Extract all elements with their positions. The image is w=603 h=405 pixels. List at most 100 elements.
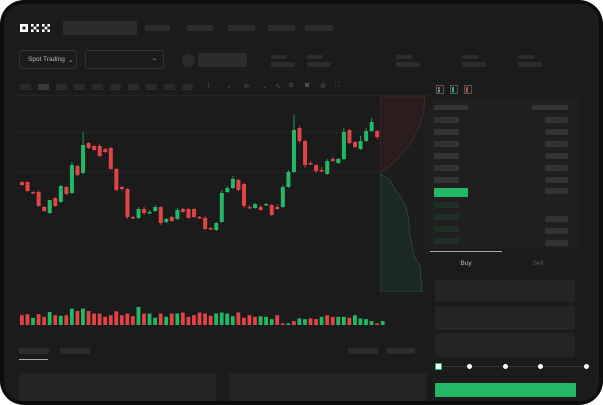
bid-row[interactable] bbox=[434, 238, 459, 244]
volume-bar bbox=[225, 313, 230, 325]
ask-row[interactable] bbox=[545, 165, 568, 171]
candle bbox=[119, 187, 124, 189]
candle bbox=[291, 130, 296, 172]
orderbook-header-price bbox=[434, 105, 468, 110]
candle bbox=[341, 132, 346, 159]
pair-dropdown[interactable]: ⌄ bbox=[85, 50, 164, 69]
slider-step[interactable] bbox=[538, 364, 543, 369]
ask-row[interactable] bbox=[545, 153, 568, 159]
timeframe-button[interactable] bbox=[146, 84, 157, 90]
okx-logo[interactable] bbox=[20, 23, 56, 34]
chevron-down-icon[interactable]: ⌄ bbox=[262, 83, 268, 90]
volume-bar bbox=[114, 311, 119, 325]
ask-row[interactable] bbox=[434, 141, 459, 147]
volume-bar bbox=[253, 316, 257, 325]
candle bbox=[192, 209, 197, 217]
ask-row[interactable] bbox=[434, 177, 459, 183]
nav-item[interactable] bbox=[187, 25, 213, 31]
slider-step[interactable] bbox=[503, 364, 508, 369]
candle bbox=[364, 131, 369, 141]
candle bbox=[25, 182, 30, 191]
ask-row[interactable] bbox=[545, 141, 568, 147]
candle bbox=[47, 200, 52, 213]
nav-item[interactable] bbox=[145, 25, 170, 31]
chevron-down-icon[interactable]: ⌄ bbox=[226, 83, 232, 90]
ask-row[interactable] bbox=[545, 188, 568, 194]
candle bbox=[164, 219, 169, 222]
indicator-icon[interactable]: ⊳ bbox=[244, 83, 250, 90]
tab-sell[interactable]: Sell bbox=[532, 260, 544, 267]
volume-bar bbox=[353, 315, 357, 325]
more-button[interactable] bbox=[387, 348, 415, 354]
ask-row[interactable] bbox=[545, 129, 568, 135]
amount-input[interactable] bbox=[435, 306, 575, 330]
candle bbox=[236, 180, 241, 190]
bid-depth-area bbox=[380, 173, 423, 292]
line-tool-icon[interactable]: ∿ bbox=[275, 83, 281, 90]
ask-row[interactable] bbox=[434, 153, 459, 159]
orderbook-asks-icon[interactable] bbox=[464, 85, 472, 94]
candle bbox=[203, 218, 208, 229]
ask-row[interactable] bbox=[545, 117, 568, 123]
chart-type-icon[interactable]: ⌇ bbox=[207, 83, 211, 90]
candle bbox=[142, 209, 147, 213]
volume-bar bbox=[364, 319, 368, 325]
timeframe-button[interactable] bbox=[110, 84, 121, 90]
candlestick-chart[interactable] bbox=[4, 4, 599, 334]
timeframe-button[interactable] bbox=[74, 84, 85, 90]
volume-bar bbox=[325, 315, 330, 325]
candle bbox=[297, 128, 302, 141]
ask-row[interactable] bbox=[434, 165, 459, 171]
tab-buy[interactable]: Buy bbox=[460, 260, 472, 267]
market-type-dropdown[interactable]: Spot Trading ⌄ bbox=[19, 50, 77, 69]
trade-tabs: Buy Sell bbox=[430, 254, 575, 274]
timeframe-button[interactable] bbox=[128, 84, 139, 90]
nav-item[interactable] bbox=[305, 25, 333, 31]
orderbook-both-icon[interactable] bbox=[436, 85, 444, 94]
ruler-icon[interactable]: ⧄ bbox=[289, 82, 294, 89]
timeframe-button[interactable] bbox=[20, 84, 31, 90]
timeframe-button[interactable] bbox=[164, 84, 175, 90]
timeframe-button[interactable] bbox=[92, 84, 103, 90]
bid-row[interactable] bbox=[434, 214, 459, 220]
price-input[interactable] bbox=[435, 280, 575, 302]
nav-item[interactable] bbox=[268, 25, 295, 31]
search-box[interactable] bbox=[63, 21, 137, 35]
stat-label bbox=[396, 55, 412, 59]
ask-row[interactable] bbox=[434, 117, 459, 123]
tab-order-history[interactable] bbox=[60, 348, 90, 354]
volume-bar bbox=[119, 315, 124, 325]
volume-bar bbox=[258, 316, 263, 325]
bid-row[interactable] bbox=[434, 226, 459, 232]
volume-bar bbox=[147, 313, 152, 325]
buy-button[interactable] bbox=[435, 383, 576, 397]
stat-value bbox=[307, 62, 331, 67]
candle bbox=[180, 209, 185, 212]
candle bbox=[36, 192, 41, 206]
volume-bar bbox=[330, 316, 335, 325]
filter-button[interactable] bbox=[348, 348, 378, 354]
timeframe-button[interactable] bbox=[56, 84, 67, 90]
total-input[interactable] bbox=[435, 333, 575, 357]
slider-step[interactable] bbox=[584, 364, 589, 369]
candle bbox=[308, 163, 313, 165]
bid-row[interactable] bbox=[434, 202, 459, 208]
camera-icon[interactable]: ◙ bbox=[305, 82, 310, 89]
timeframe-button[interactable] bbox=[38, 84, 49, 90]
volume-bar bbox=[158, 313, 163, 325]
slider-track[interactable] bbox=[438, 366, 588, 367]
ask-row[interactable] bbox=[545, 177, 568, 183]
nav-item[interactable] bbox=[228, 25, 255, 31]
slider-handle[interactable] bbox=[435, 363, 442, 370]
slider-step[interactable] bbox=[467, 364, 472, 369]
candle bbox=[347, 130, 352, 143]
chevron-down-icon: ⌄ bbox=[151, 56, 157, 62]
stat-label bbox=[462, 55, 478, 59]
settings-icon[interactable]: ⊛ bbox=[320, 83, 326, 90]
volume-bar bbox=[108, 315, 113, 325]
orderbook-bids-icon[interactable] bbox=[450, 85, 458, 94]
ask-row[interactable] bbox=[434, 129, 459, 135]
tab-open-orders[interactable] bbox=[19, 348, 49, 354]
timeframe-button[interactable] bbox=[182, 84, 193, 90]
fullscreen-icon[interactable]: ⛶ bbox=[335, 82, 340, 89]
